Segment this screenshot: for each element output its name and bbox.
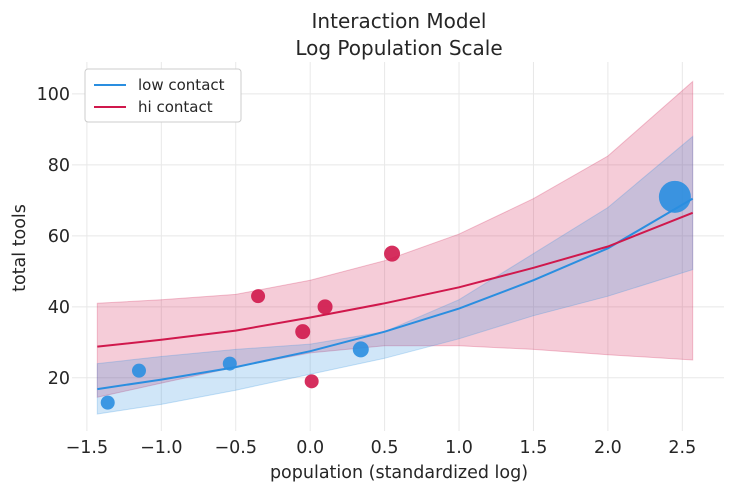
data-point-low-contact (222, 356, 237, 371)
x-tick-label: 2.0 (594, 438, 622, 458)
data-point-hi-contact (384, 245, 401, 262)
x-tick-label: −1.0 (140, 438, 183, 458)
legend-box (84, 68, 242, 123)
y-axis-label: total tools (10, 204, 30, 292)
x-tick-label: −0.5 (214, 438, 257, 458)
x-tick-label: −1.5 (66, 438, 109, 458)
x-tick-label: 1.5 (520, 438, 548, 458)
data-point-hi-contact (304, 374, 319, 389)
data-point-low-contact (658, 180, 691, 213)
y-tick-label: 100 (37, 85, 70, 105)
data-point-hi-contact (295, 324, 311, 340)
y-tick-label: 20 (48, 369, 70, 389)
x-tick-label: 0.5 (371, 438, 399, 458)
chart-title-line-1: Interaction Model (312, 9, 487, 33)
y-tick-label: 60 (48, 227, 70, 247)
x-tick-label: 1.0 (445, 438, 473, 458)
x-tick-label: 2.5 (668, 438, 696, 458)
line-hi-contact (97, 211, 694, 348)
y-tick-label: 40 (48, 298, 70, 318)
legend-label-hi-contact: hi contact (138, 98, 213, 116)
grid (72, 62, 724, 431)
data-point-low-contact (131, 363, 146, 378)
data-point-hi-contact (251, 289, 266, 304)
x-axis-ticks: −1.5 −1.0 −0.5 0.0 0.5 1.0 1.5 2.0 2.5 (66, 438, 697, 458)
legend: low contact hi contact (84, 68, 242, 123)
y-tick-label: 80 (48, 156, 70, 176)
data-point-low-contact (352, 341, 369, 358)
chart-title-line-2: Log Population Scale (295, 36, 502, 60)
line-low-contact (97, 197, 694, 391)
data-points (100, 180, 691, 410)
mean-lines (97, 197, 694, 391)
data-point-hi-contact (317, 299, 333, 315)
y-axis-ticks: 20 40 60 80 100 (37, 85, 70, 389)
x-tick-label: 0.0 (296, 438, 324, 458)
data-point-low-contact (100, 395, 115, 410)
legend-label-low-contact: low contact (138, 76, 225, 94)
band-low-contact (96, 135, 694, 415)
x-axis-label: population (standardized log) (270, 463, 528, 483)
